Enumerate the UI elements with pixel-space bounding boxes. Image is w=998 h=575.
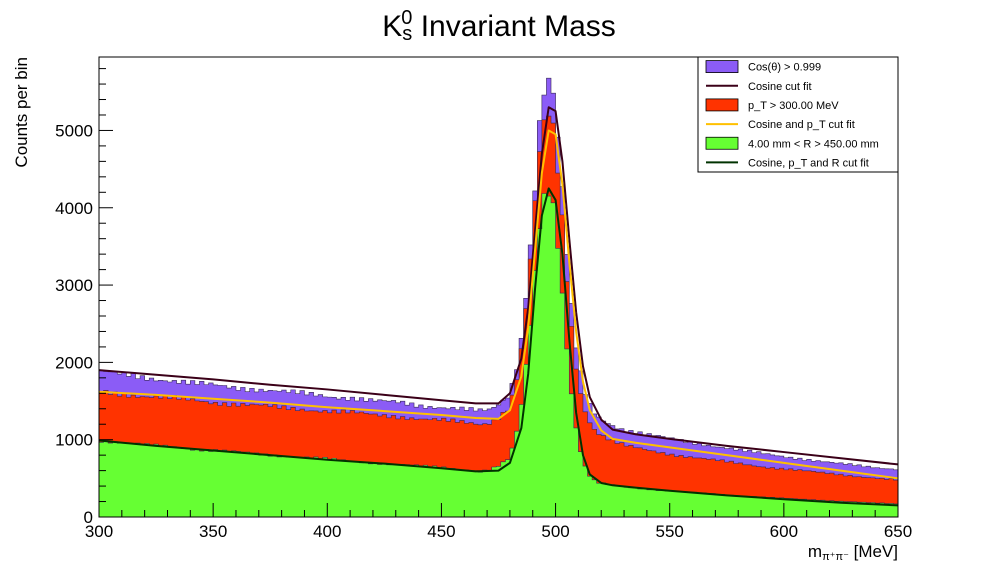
fit-curve-2 bbox=[98, 129, 899, 480]
x-axis-label-unit: [MeV] bbox=[849, 542, 898, 561]
y-tick-label: 0 bbox=[84, 508, 93, 527]
plot-area: 300 350 400 450 500 550 600 650 0 1000 2000 3000 40… bbox=[55, 56, 912, 541]
chart-title: Ks0 Invariant Mass bbox=[382, 7, 616, 45]
legend-entries: Cos(θ) > 0.999 Cosine cut fit p_T > 300.00… bbox=[705, 60, 879, 169]
legend-label: Cos(θ) > 0.999 bbox=[748, 62, 821, 74]
y-tick-label: 4000 bbox=[55, 199, 93, 218]
fit-curve-3 bbox=[98, 187, 899, 507]
x-axis-ticks: 300 350 400 450 500 550 600 650 bbox=[85, 503, 912, 541]
chart-title-base: K bbox=[382, 10, 402, 43]
x-tick-label: 400 bbox=[313, 522, 341, 541]
histogram-1 bbox=[98, 77, 899, 518]
legend-label: Cosine, p_T and R cut fit bbox=[748, 157, 869, 169]
x-tick-label: 600 bbox=[770, 522, 798, 541]
x-tick-label: 450 bbox=[427, 522, 455, 541]
legend-box bbox=[697, 56, 899, 173]
y-tick-label: 2000 bbox=[55, 353, 93, 372]
x-axis-label-subscript: π⁺π⁻ bbox=[822, 551, 849, 563]
legend-label: Cosine and p_T cut fit bbox=[748, 119, 855, 131]
legend: Cos(θ) > 0.999 Cosine cut fit p_T > 300.00… bbox=[697, 56, 899, 173]
plot-frame bbox=[98, 56, 899, 518]
y-tick-label: 5000 bbox=[55, 121, 93, 140]
x-tick-label: 350 bbox=[199, 522, 227, 541]
x-tick-label: 500 bbox=[541, 522, 569, 541]
x-tick-label: 550 bbox=[656, 522, 684, 541]
fit-curve-layer bbox=[98, 106, 899, 507]
legend-swatch bbox=[705, 136, 739, 150]
chart-title-rest: Invariant Mass bbox=[412, 10, 615, 43]
chart-title-superscript: 0 bbox=[401, 7, 412, 29]
y-axis-ticks: 0 1000 2000 3000 4000 5000 bbox=[55, 68, 113, 527]
x-axis-label-base: m bbox=[808, 542, 822, 561]
x-tick-label: 650 bbox=[884, 522, 912, 541]
x-axis-label: mπ⁺π⁻ [MeV] bbox=[808, 542, 898, 563]
legend-label: 4.00 mm < R > 450.00 mm bbox=[748, 138, 879, 150]
y-axis-label: Counts per bin bbox=[12, 57, 31, 168]
y-tick-label: 3000 bbox=[55, 276, 93, 295]
fit-curve-1 bbox=[98, 106, 899, 466]
legend-label: Cosine cut fit bbox=[748, 81, 812, 93]
x-tick-label: 300 bbox=[85, 522, 113, 541]
y-tick-label: 1000 bbox=[55, 431, 93, 450]
legend-swatch bbox=[705, 60, 739, 73]
histogram-2 bbox=[98, 115, 899, 518]
legend-swatch bbox=[705, 98, 739, 112]
chart-title-subscript: s bbox=[402, 23, 412, 45]
legend-label: p_T > 300.00 MeV bbox=[748, 100, 839, 112]
